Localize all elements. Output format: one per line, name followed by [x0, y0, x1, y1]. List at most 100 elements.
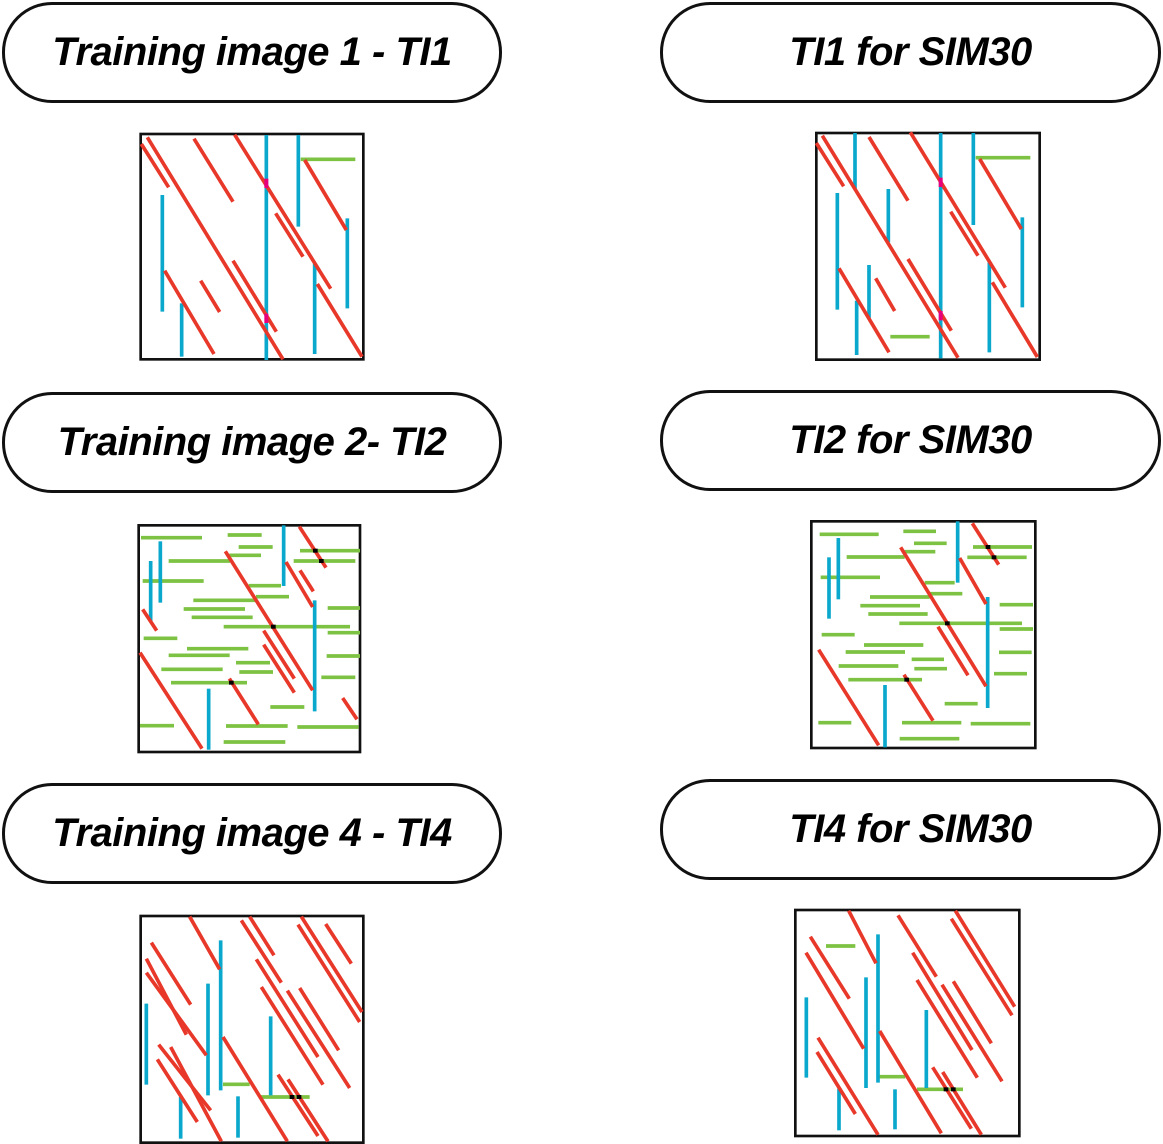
- red-diagonal-line: [911, 951, 974, 1051]
- red-diagonal-line: [139, 143, 171, 189]
- intersection-mark: [296, 1095, 302, 1099]
- intersection-mark: [904, 677, 909, 682]
- intersection-mark: [271, 624, 276, 629]
- red-diagonal-line: [324, 923, 353, 965]
- intersection-mark: [264, 178, 269, 188]
- red-diagonal-line: [248, 915, 276, 957]
- red-diagonal-line: [262, 643, 296, 694]
- red-diagonal-line: [820, 134, 960, 359]
- red-diagonal-line: [188, 915, 222, 971]
- red-diagonal-line: [163, 269, 216, 355]
- red-diagonal-line: [298, 987, 341, 1052]
- title-text: Training image 1 - TI1: [52, 30, 452, 74]
- panel-ti1: [139, 132, 365, 361]
- red-diagonal-line: [221, 1036, 289, 1143]
- red-diagonal-line: [144, 971, 208, 1057]
- panel-frame: [139, 914, 365, 1144]
- title-text: TI2 for SIM30: [789, 418, 1032, 462]
- red-diagonal-line: [978, 158, 1023, 230]
- red-diagonal-line: [223, 550, 315, 692]
- intersection-mark: [229, 680, 234, 685]
- red-diagonal-line: [949, 917, 1014, 1017]
- red-diagonal-line: [239, 919, 283, 984]
- red-diagonal-line: [878, 1030, 943, 1135]
- intersection-mark: [943, 1087, 949, 1092]
- red-diagonal-line: [816, 1036, 880, 1136]
- red-diagonal-line: [867, 136, 910, 202]
- intersection-mark: [951, 1087, 956, 1092]
- intersection-mark: [985, 545, 991, 549]
- red-diagonal-line: [296, 923, 362, 1023]
- red-diagonal-line: [814, 142, 846, 188]
- panel-frame: [139, 132, 365, 361]
- title-text: Training image 2- TI2: [57, 420, 447, 464]
- red-diagonal-line: [815, 1051, 857, 1115]
- red-diagonal-line: [199, 279, 222, 313]
- red-diagonal-line: [896, 914, 938, 978]
- red-diagonal-line: [817, 648, 881, 747]
- intersection-mark: [945, 621, 950, 626]
- red-diagonal-line: [227, 677, 260, 726]
- red-diagonal-line: [808, 935, 851, 1000]
- red-diagonal-line: [262, 629, 296, 680]
- red-diagonal-line: [157, 1043, 213, 1112]
- red-diagonal-line: [949, 210, 980, 257]
- red-diagonal-line: [298, 569, 315, 593]
- red-diagonal-line: [915, 979, 979, 1079]
- red-diagonal-line: [941, 1071, 983, 1136]
- intersection-mark: [313, 548, 318, 553]
- title-ti1-sim30: TI1 for SIM30: [660, 2, 1161, 103]
- red-diagonal-line: [951, 980, 993, 1045]
- red-diagonal-line: [341, 696, 359, 721]
- red-diagonal-line: [144, 957, 188, 1036]
- red-diagonal-line: [315, 283, 364, 358]
- intersection-mark: [264, 313, 269, 323]
- panel-ti1-sim30: [814, 131, 1041, 361]
- red-diagonal-line: [906, 258, 953, 332]
- red-diagonal-line: [138, 651, 204, 750]
- red-diagonal-line: [141, 608, 159, 632]
- intersection-mark: [938, 177, 943, 187]
- red-diagonal-line: [145, 136, 285, 361]
- panel-frame: [794, 908, 1021, 1138]
- red-diagonal-line: [285, 989, 352, 1089]
- panel-ti2: [137, 524, 362, 754]
- red-diagonal-line: [286, 1078, 330, 1143]
- red-diagonal-line: [990, 281, 1039, 358]
- red-diagonal-line: [874, 277, 897, 312]
- red-diagonal-line: [233, 133, 333, 290]
- red-diagonal-line: [936, 625, 970, 677]
- red-diagonal-line: [940, 983, 1004, 1083]
- red-diagonal-line: [192, 137, 235, 203]
- title-training-image-1: Training image 1 - TI1: [2, 2, 502, 103]
- red-diagonal-line: [908, 131, 1007, 289]
- red-diagonal-line: [299, 915, 364, 1013]
- title-ti4-sim30: TI4 for SIM30: [660, 779, 1161, 880]
- red-diagonal-line: [254, 958, 320, 1058]
- intersection-mark: [319, 559, 324, 563]
- title-text: TI4 for SIM30: [789, 807, 1032, 851]
- red-diagonal-line: [902, 673, 935, 722]
- intersection-mark: [289, 1095, 295, 1099]
- red-diagonal-line: [276, 1073, 320, 1138]
- intersection-mark: [991, 555, 997, 560]
- panel-ti2-sim30: [810, 520, 1037, 750]
- title-text: TI1 for SIM30: [789, 30, 1032, 74]
- panel-frame: [815, 131, 1041, 361]
- red-diagonal-line: [259, 986, 325, 1086]
- red-diagonal-line: [169, 1046, 223, 1143]
- title-training-image-2: Training image 2- TI2: [2, 392, 502, 493]
- red-diagonal-line: [231, 259, 278, 333]
- title-training-image-4: Training image 4 - TI4: [2, 783, 502, 884]
- red-diagonal-line: [847, 909, 878, 965]
- red-diagonal-line: [958, 557, 988, 605]
- red-diagonal-line: [804, 951, 866, 1050]
- red-diagonal-line: [837, 267, 891, 354]
- red-diagonal-line: [899, 546, 988, 688]
- intersection-mark: [938, 311, 943, 321]
- red-diagonal-line: [303, 159, 348, 231]
- red-diagonal-line: [931, 1066, 973, 1130]
- panel-ti4-sim30: [794, 908, 1021, 1138]
- panel-ti4: [139, 914, 365, 1144]
- red-diagonal-line: [155, 1058, 199, 1123]
